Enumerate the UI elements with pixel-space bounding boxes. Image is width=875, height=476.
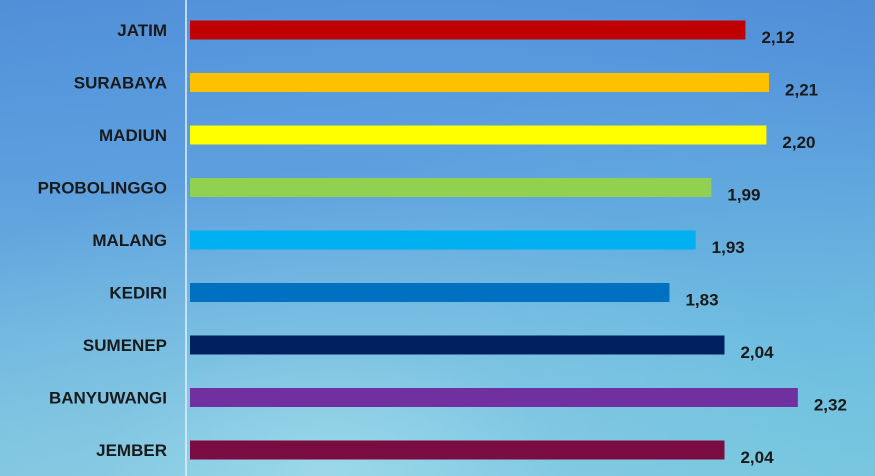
category-label-probolinggo: PROBOLINGGO — [38, 179, 167, 198]
category-label-jember: JEMBER — [96, 441, 167, 460]
category-label-madiun: MADIUN — [99, 126, 167, 145]
category-label-banyuwangi: BANYUWANGI — [49, 389, 167, 408]
category-label-sumenep: SUMENEP — [83, 336, 167, 355]
bar-sumenep — [190, 335, 725, 355]
value-label-sumenep: 2,04 — [740, 343, 774, 362]
category-label-kediri: KEDIRI — [109, 284, 167, 303]
bar-probolinggo — [190, 178, 712, 197]
bar-madiun — [190, 125, 767, 145]
bar-surabaya — [190, 73, 770, 92]
bar-banyuwangi — [190, 388, 798, 407]
bar-jember — [190, 440, 725, 460]
value-label-jember: 2,04 — [740, 448, 774, 467]
category-label-surabaya: SURABAYA — [74, 74, 167, 93]
bar-jatim — [190, 20, 746, 40]
value-label-jatim: 2,12 — [761, 28, 794, 47]
value-label-malang: 1,93 — [712, 238, 745, 257]
bars-group — [190, 20, 798, 460]
value-label-kediri: 1,83 — [685, 291, 718, 310]
value-label-probolinggo: 1,99 — [727, 186, 760, 205]
bar-kediri — [190, 283, 670, 302]
category-label-jatim: JATIM — [117, 21, 167, 40]
value-label-surabaya: 2,21 — [785, 81, 818, 100]
bar-malang — [190, 230, 696, 250]
value-label-madiun: 2,20 — [782, 133, 815, 152]
value-labels-group: 2,12 2,21 2,20 1,99 1,93 1,83 2,04 2,32 2,04 — [685, 28, 846, 467]
category-labels-group: JATIM SURABAYA MADIUN PROBOLINGGO MALANG KEDI… — [38, 21, 167, 460]
category-label-malang: MALANG — [92, 231, 167, 250]
value-label-banyuwangi: 2,32 — [814, 396, 847, 415]
